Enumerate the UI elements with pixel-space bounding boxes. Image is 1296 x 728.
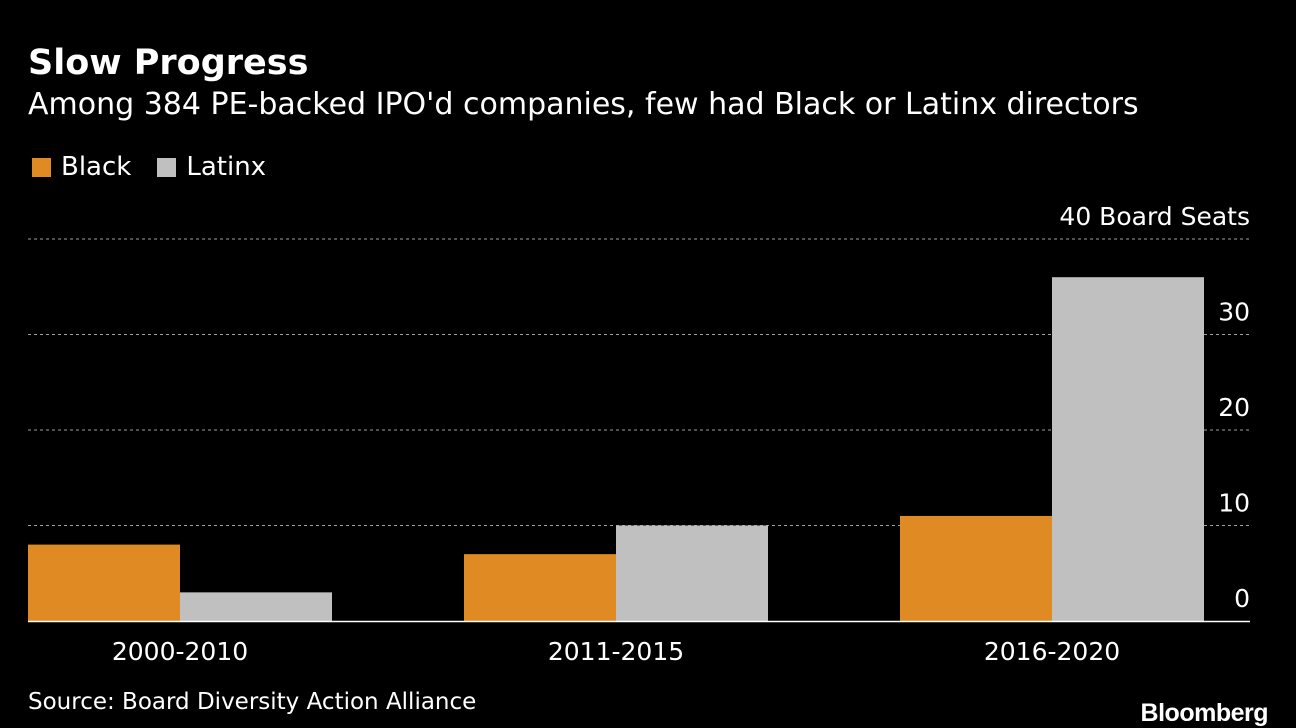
bar-latinx-2000-2010: [180, 592, 332, 621]
legend-swatch-black: [32, 157, 51, 177]
bar-chart: 0 10 20 30 40 Board Seats 2000-2010 2011-2015 2…: [28, 202, 1250, 666]
legend-label-latinx: Latinx: [186, 152, 267, 182]
y-tick-label-30: 30: [1218, 298, 1250, 327]
bar-latinx-2011-2015: [616, 525, 768, 621]
legend: Black Latinx: [32, 150, 292, 184]
chart-title: Slow Progress: [28, 43, 309, 83]
x-tick-label-2016-2020: 2016-2020: [984, 637, 1120, 666]
y-tick-label-0: 0: [1234, 584, 1250, 613]
bar-latinx-2016-2020: [1052, 277, 1204, 621]
legend-label-black: Black: [61, 152, 132, 182]
y-tick-label-20: 20: [1218, 393, 1250, 422]
bloomberg-logo: Bloomberg: [1140, 699, 1269, 727]
y-tick-label-10: 10: [1218, 489, 1250, 518]
x-tick-label-2011-2015: 2011-2015: [548, 637, 684, 666]
y-tick-label-40: 40 Board Seats: [1059, 202, 1250, 231]
bars: [28, 277, 1204, 621]
x-tick-label-2000-2010: 2000-2010: [112, 637, 248, 666]
legend-swatch-latinx: [157, 157, 177, 177]
bar-black-2000-2010: [28, 544, 180, 621]
chart-subtitle: Among 384 PE-backed IPO'd companies, few…: [28, 87, 1139, 122]
legend-item-black: Black: [32, 150, 131, 184]
legend-item-latinx: Latinx: [157, 150, 266, 184]
bar-black-2016-2020: [900, 515, 1052, 621]
axes: 0 10 20 30 40 Board Seats 2000-2010 2011-2015 2…: [28, 202, 1250, 666]
bar-black-2011-2015: [464, 554, 616, 621]
source-note: Source: Board Diversity Action Alliance: [28, 689, 477, 715]
